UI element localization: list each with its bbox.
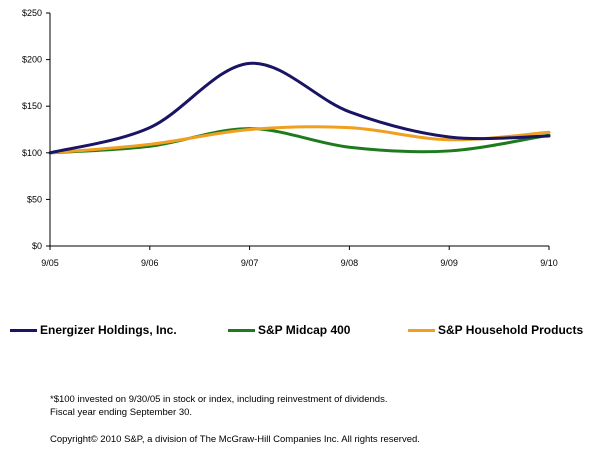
legend-swatch-household [408,328,435,332]
footnote-fiscal-year: Fiscal year ending September 30. [50,407,193,418]
y-tick-label: $100 [22,148,42,158]
series-line-household [48,125,551,155]
legend-swatch-energizer [10,328,37,332]
y-tick-label: $150 [22,101,42,111]
legend-label-energizer: Energizer Holdings, Inc. [40,323,177,337]
y-tick-label: $0 [32,241,42,251]
legend-item-energizer: Energizer Holdings, Inc. [10,323,177,337]
legend-item-midcap: S&P Midcap 400 [228,323,350,337]
copyright-notice: Copyright© 2010 S&P, a division of The M… [50,434,420,445]
x-tick-label: 9/10 [540,258,558,268]
legend-label-household: S&P Household Products [438,323,584,337]
series-line-midcap [48,127,551,155]
line-chart: $0 $50 $100 $150 $200 $250 9/05 9/06 9/07 9/08 9/0… [22,8,558,268]
legend-label-midcap: S&P Midcap 400 [258,323,351,337]
x-tick-label: 9/08 [341,258,359,268]
legend: Energizer Holdings, Inc. S&P Midcap 400 … [0,323,593,343]
legend-swatch-midcap [228,328,255,332]
x-tick-label: 9/07 [241,258,259,268]
y-tick-label: $250 [22,8,42,18]
legend-item-household: S&P Household Products [408,323,583,337]
y-tick-label: $50 [27,194,42,204]
footnote-investment: *$100 invested on 9/30/05 in stock or in… [50,394,388,405]
x-tick-label: 9/09 [440,258,458,268]
series-line-energizer [48,61,551,155]
y-tick-label: $200 [22,55,42,65]
x-tick-label: 9/05 [41,258,59,268]
x-tick-label: 9/06 [141,258,159,268]
